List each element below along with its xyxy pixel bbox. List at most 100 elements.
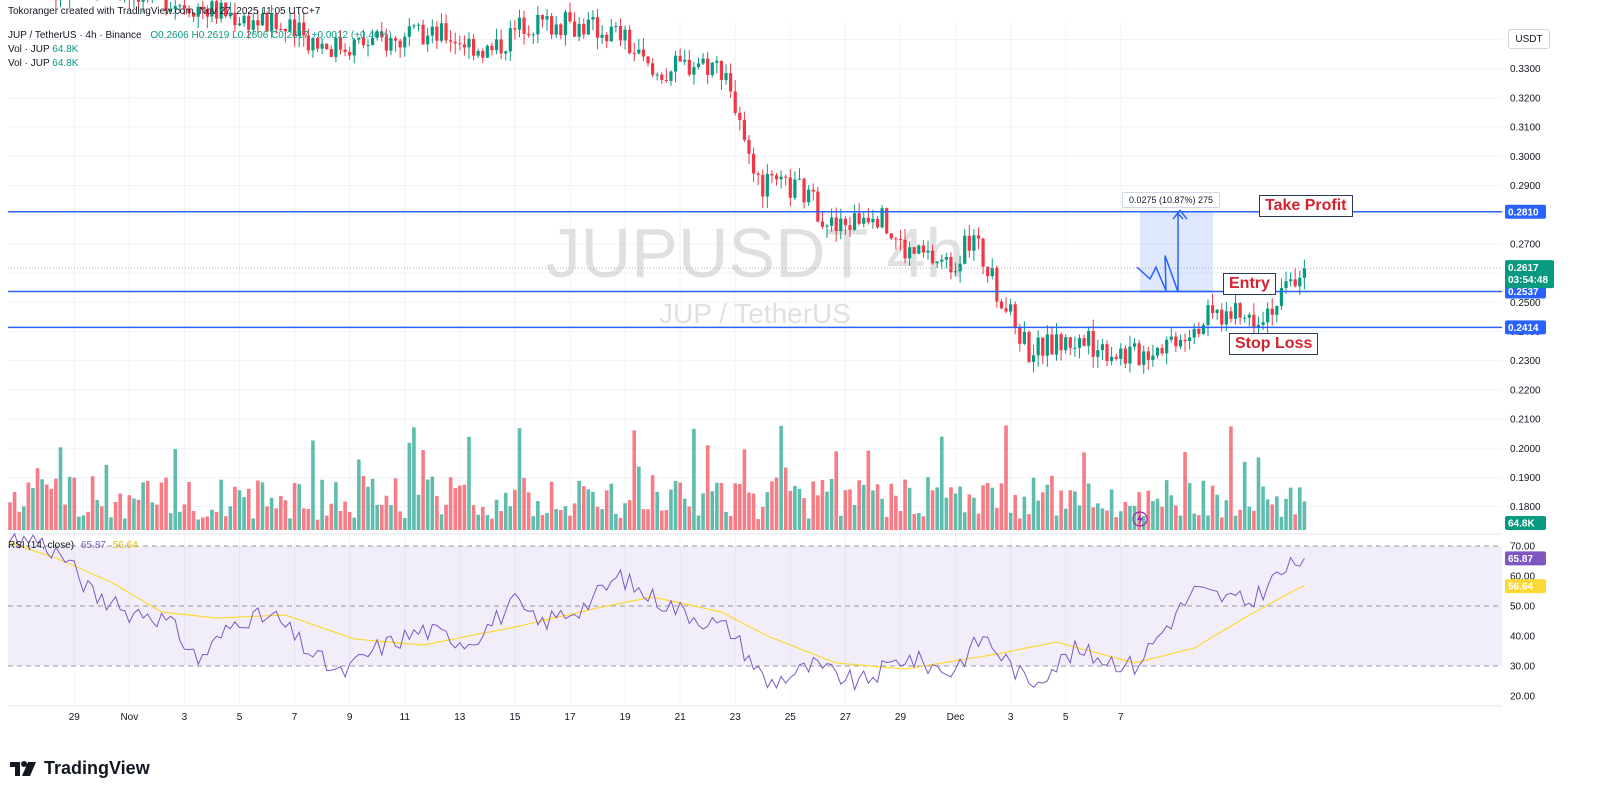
volume-bar	[1233, 515, 1238, 530]
candle-body	[458, 43, 462, 45]
candle-body	[1050, 334, 1054, 355]
volume-bar	[150, 502, 155, 530]
volume-bar	[458, 485, 462, 530]
candle-body	[935, 261, 939, 264]
candle-body	[793, 179, 797, 198]
candle-body	[536, 14, 540, 35]
volume-bar	[1073, 491, 1077, 530]
time-tick-label: 7	[1118, 712, 1124, 723]
volume-bar	[196, 519, 200, 530]
candle-body	[623, 29, 627, 41]
volume-bar	[104, 464, 109, 530]
volume-bar	[678, 482, 682, 530]
candle-body	[1160, 347, 1164, 354]
volume-legend-1[interactable]: Vol · JUP 64.8K	[8, 44, 78, 55]
candle-body	[655, 74, 659, 76]
volume-bar	[379, 504, 384, 530]
candle-body	[1119, 348, 1123, 359]
candle-body	[439, 23, 444, 41]
candle-body	[582, 23, 586, 35]
take-profit-label[interactable]: Take Profit	[1259, 195, 1353, 217]
volume-bar	[655, 491, 659, 530]
currency-selector[interactable]: USDT	[1508, 29, 1550, 49]
candle-body	[283, 28, 287, 32]
volume-bar	[1118, 511, 1123, 530]
candle-body	[586, 19, 590, 35]
candle-body	[274, 13, 278, 29]
candle-body	[1197, 328, 1201, 334]
candle-body	[618, 26, 623, 41]
volume-bar	[1279, 516, 1284, 530]
candle-body	[1064, 337, 1068, 351]
candle-body	[646, 56, 650, 64]
volume-bar	[967, 494, 972, 530]
volume-bar	[1275, 496, 1279, 530]
price-tick-label: 0.2300	[1510, 356, 1541, 367]
symbol-legend[interactable]: JUP / TetherUS · 4h · Binance O0.2606 H0…	[8, 30, 392, 41]
volume-bar	[659, 510, 664, 530]
volume-bar	[939, 436, 944, 530]
volume-bar	[536, 501, 540, 530]
volume-bar	[646, 509, 650, 530]
volume-bar	[214, 511, 219, 530]
volume-bar	[1036, 500, 1040, 530]
rsi-ma-value: 56.64	[112, 540, 138, 551]
candle-body	[761, 174, 765, 197]
price-tick-label: 0.1900	[1510, 473, 1541, 484]
volume-bar	[44, 484, 49, 530]
tradingview-logo[interactable]: TradingView	[10, 758, 150, 779]
volume-bar	[1137, 492, 1141, 530]
candle-body	[1009, 304, 1013, 312]
candle-body	[701, 58, 705, 64]
volume-bar	[1004, 425, 1008, 530]
volume-bar	[806, 518, 811, 530]
candle-body	[407, 26, 411, 37]
volume-bar	[145, 481, 150, 530]
long-position-tool[interactable]	[1136, 209, 1213, 293]
volume-bar	[632, 430, 637, 530]
candle-body	[784, 176, 788, 178]
candle-body	[926, 250, 930, 253]
candle-body	[958, 263, 962, 272]
volume-bar	[811, 481, 816, 530]
candle-body	[1229, 311, 1233, 319]
candle-body	[995, 267, 999, 302]
candle-body	[774, 175, 779, 180]
candle-body	[444, 23, 448, 41]
volume-bar	[1206, 515, 1210, 530]
candle-body	[687, 59, 691, 75]
volume-legend-2[interactable]: Vol · JUP 64.8K	[8, 58, 78, 69]
volume-bar	[1077, 505, 1082, 530]
rsi-tick-label: 30.00	[1510, 662, 1535, 673]
candle-body	[820, 221, 825, 227]
volume-bar	[1059, 490, 1063, 530]
volume-bar	[999, 483, 1004, 530]
volume-bar	[1302, 501, 1307, 530]
volume-bar	[1197, 515, 1201, 530]
volume-bar	[1219, 517, 1224, 530]
volume-bar	[256, 480, 260, 530]
volume-bar	[1169, 495, 1174, 530]
candle-body	[1077, 338, 1082, 348]
last-price-tag-bg	[1505, 260, 1554, 289]
volume-bar	[260, 482, 265, 530]
volume-bar	[113, 501, 118, 530]
rsi-legend[interactable]: RSI (14, close) 65.87 56.64	[8, 540, 138, 551]
volume-bar	[1201, 480, 1206, 530]
watermark-big: JUPUSDT 4h	[546, 214, 965, 292]
candle-body	[1220, 309, 1224, 325]
volume-bar	[852, 504, 857, 530]
ohlc-close: C0.2617	[271, 30, 309, 41]
volume-bar	[513, 489, 517, 530]
price-tick-label: 0.3300	[1510, 64, 1541, 75]
stop-loss-label[interactable]: Stop Loss	[1229, 333, 1319, 355]
volume-bar	[1141, 515, 1146, 530]
entry-label[interactable]: Entry	[1223, 273, 1276, 295]
volume-bar	[1114, 517, 1118, 530]
volume-bar	[58, 447, 63, 530]
candle-body	[237, 23, 242, 26]
volume-bar	[1013, 494, 1018, 530]
volume-bar	[182, 504, 187, 530]
candle-body	[1270, 308, 1274, 315]
